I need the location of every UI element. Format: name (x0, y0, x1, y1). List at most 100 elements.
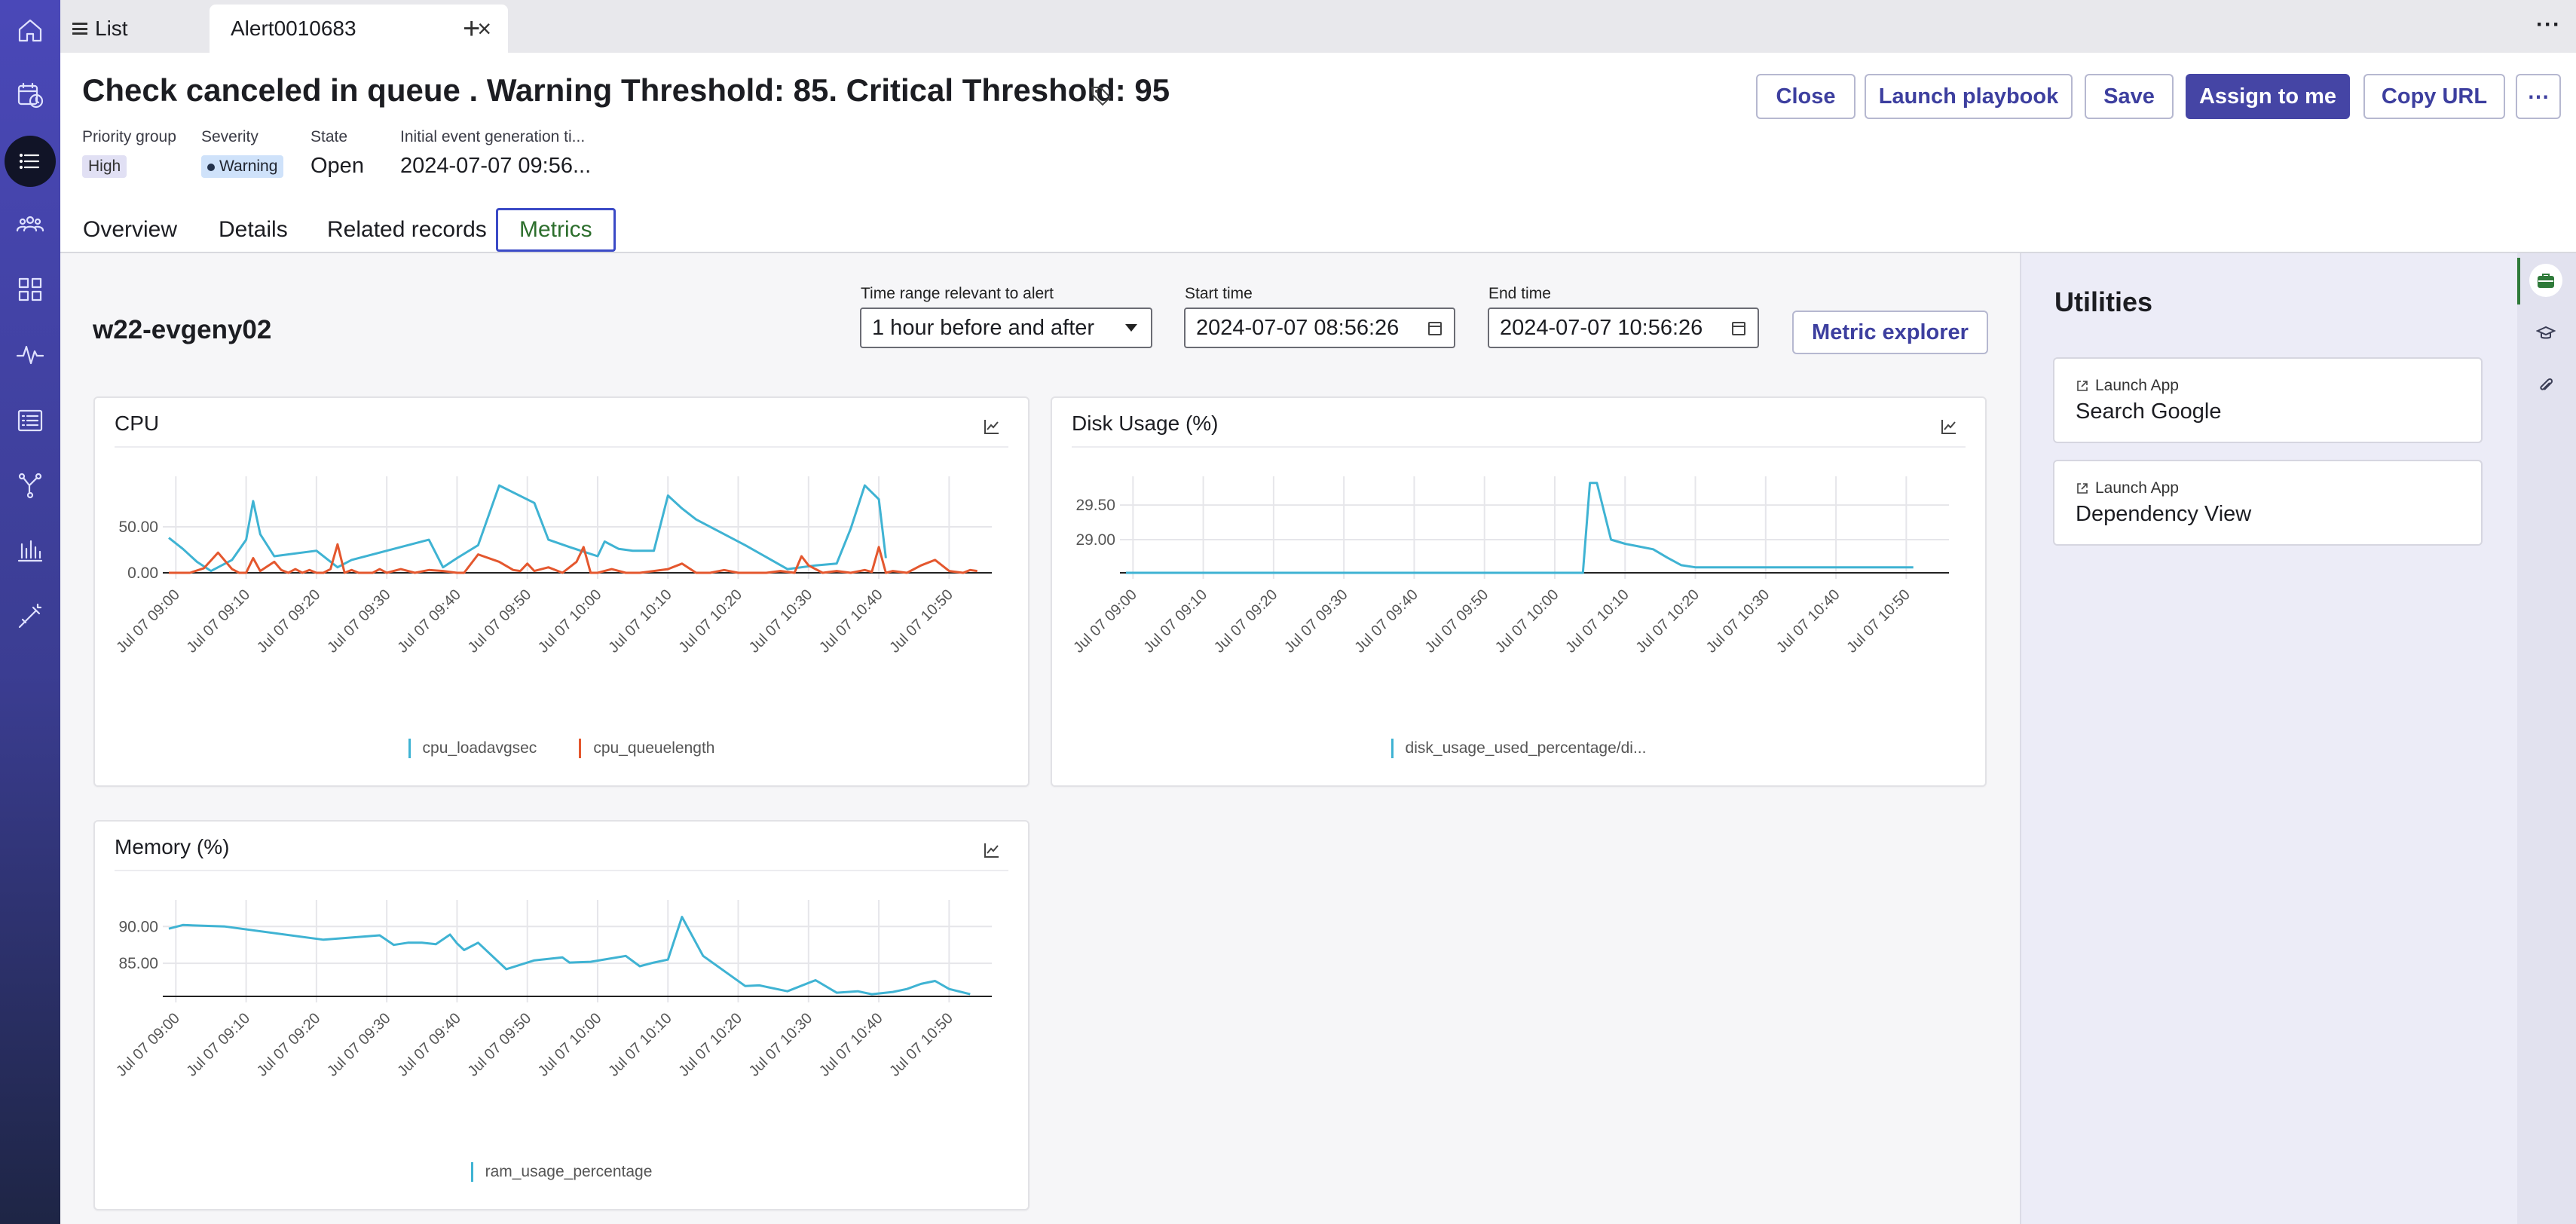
tab-metrics[interactable]: Metrics (496, 208, 616, 252)
chart-legend: ram_usage_percentage (95, 1162, 1028, 1182)
chart-line-icon[interactable] (983, 418, 1001, 436)
legend-label: ram_usage_percentage (485, 1163, 653, 1180)
graduation-cap-icon[interactable] (2529, 317, 2562, 350)
y-tick-label: 0.00 (127, 565, 158, 582)
utility-side-strip (2517, 253, 2576, 1224)
legend-swatch (470, 1162, 473, 1182)
close-tab-icon[interactable]: × (477, 14, 491, 42)
series-line-cpu-loadavgsec (168, 484, 887, 573)
card-divider (115, 870, 1008, 871)
chart-line-icon[interactable] (1940, 418, 1958, 436)
x-tick-label: Jul 07 09:20 (1211, 586, 1281, 656)
host-name: w22-evgeny02 (93, 315, 272, 344)
state-label: State (311, 128, 348, 145)
x-tick-label: Jul 07 09:10 (184, 586, 254, 656)
x-tick-label: Jul 07 10:50 (886, 586, 956, 656)
x-tick-label: Jul 07 09:50 (1422, 586, 1492, 656)
legend-label: cpu_queuelength (593, 739, 715, 757)
state-group: State Open (311, 128, 364, 179)
utility-dependency-view[interactable]: Launch App Dependency View (2053, 460, 2483, 546)
legend-swatch (579, 739, 582, 758)
y-tick-label: 29.50 (1075, 497, 1115, 514)
severity-label: Severity (201, 128, 259, 145)
x-tick-label: Jul 07 10:20 (675, 586, 745, 656)
series-line-cpu-queuelength (169, 543, 977, 574)
priority-group: Priority group High (82, 128, 176, 178)
calendar-icon[interactable] (1732, 322, 1745, 335)
x-tick-label: Jul 07 10:50 (886, 1010, 956, 1080)
tab-divider (60, 252, 2576, 253)
y-tick-label: 90.00 (118, 918, 158, 935)
add-tab-icon[interactable]: + (463, 11, 481, 45)
tab-related-records[interactable]: Related records (327, 217, 487, 242)
calendar-clock-icon[interactable] (11, 75, 50, 115)
chart-legend: cpu_loadavgsec cpu_queuelength (95, 739, 1028, 758)
alert-list-icon[interactable] (5, 136, 56, 187)
topology-icon[interactable] (11, 466, 50, 505)
time-range-select[interactable]: 1 hour before and after (860, 308, 1152, 348)
time-range-value: 1 hour before and after (872, 315, 1095, 340)
end-time-field[interactable]: 2024-07-07 10:56:26 (1488, 308, 1759, 348)
list-detail-icon[interactable] (11, 401, 50, 440)
x-tick-label: Jul 07 09:40 (1351, 586, 1421, 656)
pulse-icon[interactable] (11, 335, 50, 374)
metric-explorer-button[interactable]: Metric explorer (1792, 311, 1988, 354)
start-time-label: Start time (1185, 285, 1253, 302)
x-tick-label: Jul 07 09:30 (1281, 586, 1351, 656)
start-time-field[interactable]: 2024-07-07 08:56:26 (1184, 308, 1455, 348)
chart-title: CPU (115, 412, 160, 435)
legend-item[interactable]: cpu_queuelength (579, 739, 714, 758)
tab-alert[interactable]: Alert0010683 × (210, 5, 508, 53)
bar-chart-icon[interactable] (11, 531, 50, 570)
chart-title: Disk Usage (%) (1072, 412, 1219, 435)
memory-chart-card: Memory (%) Jul 07 09:00 Jul 07 09:10 Jul 0… (93, 820, 1029, 1210)
series-line-disk-usage-used-percentage-di- (1126, 482, 1914, 574)
x-tick-label: Jul 07 10:10 (1562, 586, 1632, 656)
tab-overview[interactable]: Overview (83, 217, 178, 242)
x-tick-label: Jul 07 10:10 (605, 586, 675, 656)
legend-item[interactable]: disk_usage_used_percentage/di... (1390, 739, 1646, 758)
more-actions-button[interactable]: ⋯ (2516, 74, 2561, 119)
x-tick-label: Jul 07 10:30 (746, 586, 816, 656)
copy-url-button[interactable]: Copy URL (2363, 74, 2505, 119)
x-tick-label: Jul 07 09:10 (1141, 586, 1211, 656)
x-tick-label: Jul 07 09:50 (465, 586, 535, 656)
home-icon[interactable] (11, 11, 50, 50)
dashboard-grid-icon[interactable] (11, 270, 50, 309)
disk-chart-card: Disk Usage (%) Jul 07 09:00 Jul 07 09:10 J… (1051, 396, 1987, 787)
severity-dot-icon (207, 164, 215, 171)
x-tick-label: Jul 07 10:20 (675, 1010, 745, 1080)
paperclip-icon[interactable] (2529, 369, 2562, 402)
save-button[interactable]: Save (2085, 74, 2174, 119)
page-title: Check canceled in queue . Warning Thresh… (82, 72, 1170, 108)
utility-name: Dependency View (2076, 502, 2252, 526)
card-divider (1072, 446, 1966, 448)
tag-icon[interactable] (1088, 83, 1114, 109)
tab-list[interactable]: List (72, 5, 128, 53)
x-tick-label: Jul 07 10:30 (1703, 586, 1773, 656)
magic-wand-icon[interactable] (11, 597, 50, 636)
utility-search-google[interactable]: Launch App Search Google (2053, 357, 2483, 443)
utility-type-label: Launch App (2095, 377, 2179, 394)
people-icon[interactable] (11, 205, 50, 244)
calendar-icon[interactable] (1428, 322, 1442, 335)
tab-details[interactable]: Details (219, 217, 288, 242)
x-tick-label: Jul 07 09:50 (465, 1010, 535, 1080)
toolbox-icon[interactable] (2529, 264, 2562, 297)
assign-to-me-button[interactable]: Assign to me (2186, 74, 2350, 119)
x-tick-label: Jul 07 10:10 (605, 1010, 675, 1080)
utility-type-label: Launch App (2095, 479, 2179, 497)
x-tick-label: Jul 07 09:20 (254, 586, 324, 656)
launch-playbook-button[interactable]: Launch playbook (1865, 74, 2073, 119)
x-tick-label: Jul 07 09:00 (113, 586, 183, 656)
legend-item[interactable]: cpu_loadavgsec (408, 739, 537, 758)
more-options-icon[interactable]: ··· (2536, 12, 2561, 37)
severity-group: Severity Warning (201, 128, 284, 178)
tab-strip: List Alert0010683 × + ··· (60, 0, 2576, 53)
close-button[interactable]: Close (1756, 74, 1856, 119)
severity-value: Warning (219, 158, 278, 175)
legend-item[interactable]: ram_usage_percentage (470, 1162, 653, 1182)
state-value: Open (311, 154, 364, 178)
chart-line-icon[interactable] (983, 841, 1001, 859)
x-tick-label: Jul 07 10:00 (535, 586, 605, 656)
